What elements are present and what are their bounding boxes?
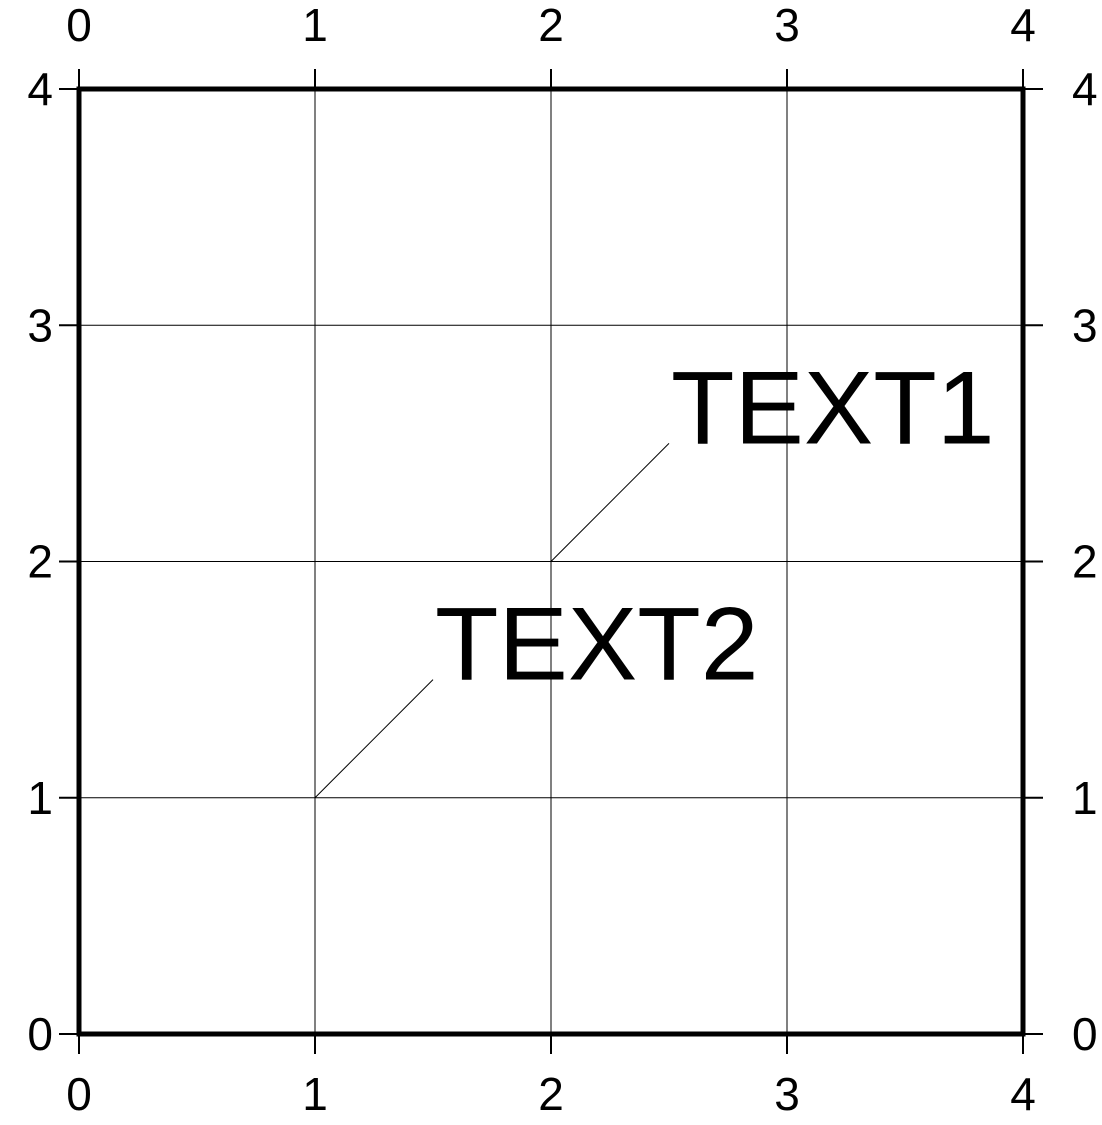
x-tick-label-bottom: 4	[1010, 1068, 1036, 1120]
y-tick-label-left: 0	[27, 1008, 53, 1060]
x-tick-label-bottom: 0	[66, 1068, 92, 1120]
x-tick-label-bottom: 1	[302, 1068, 328, 1120]
x-tick-label-top: 4	[1010, 0, 1036, 51]
axis-ticks	[59, 69, 1043, 1054]
y-tick-label-left: 2	[27, 536, 53, 588]
annotation-leader-text2	[314, 679, 434, 799]
x-tick-label-top: 1	[302, 0, 328, 51]
y-tick-label-right: 2	[1072, 536, 1098, 588]
y-tick-label-left: 4	[27, 63, 53, 115]
y-tick-label-right: 4	[1072, 63, 1098, 115]
annotation-leader-text1	[550, 443, 670, 562]
x-tick-label-top: 3	[774, 0, 800, 51]
y-tick-label-right: 0	[1072, 1008, 1098, 1060]
annotation-leaders	[314, 443, 670, 799]
x-tick-label-top: 2	[538, 0, 564, 51]
y-tick-label-right: 1	[1072, 772, 1098, 824]
y-tick-label-right: 3	[1072, 299, 1098, 351]
y-tick-label-left: 1	[27, 772, 53, 824]
annotation-text2: TEXT2	[435, 587, 759, 703]
annotation-text1: TEXT1	[671, 350, 995, 466]
x-tick-label-bottom: 2	[538, 1068, 564, 1120]
x-tick-label-top: 0	[66, 0, 92, 51]
y-tick-label-left: 3	[27, 299, 53, 351]
annotation-labels: TEXT1 TEXT2	[435, 350, 995, 702]
x-tick-label-bottom: 3	[774, 1068, 800, 1120]
